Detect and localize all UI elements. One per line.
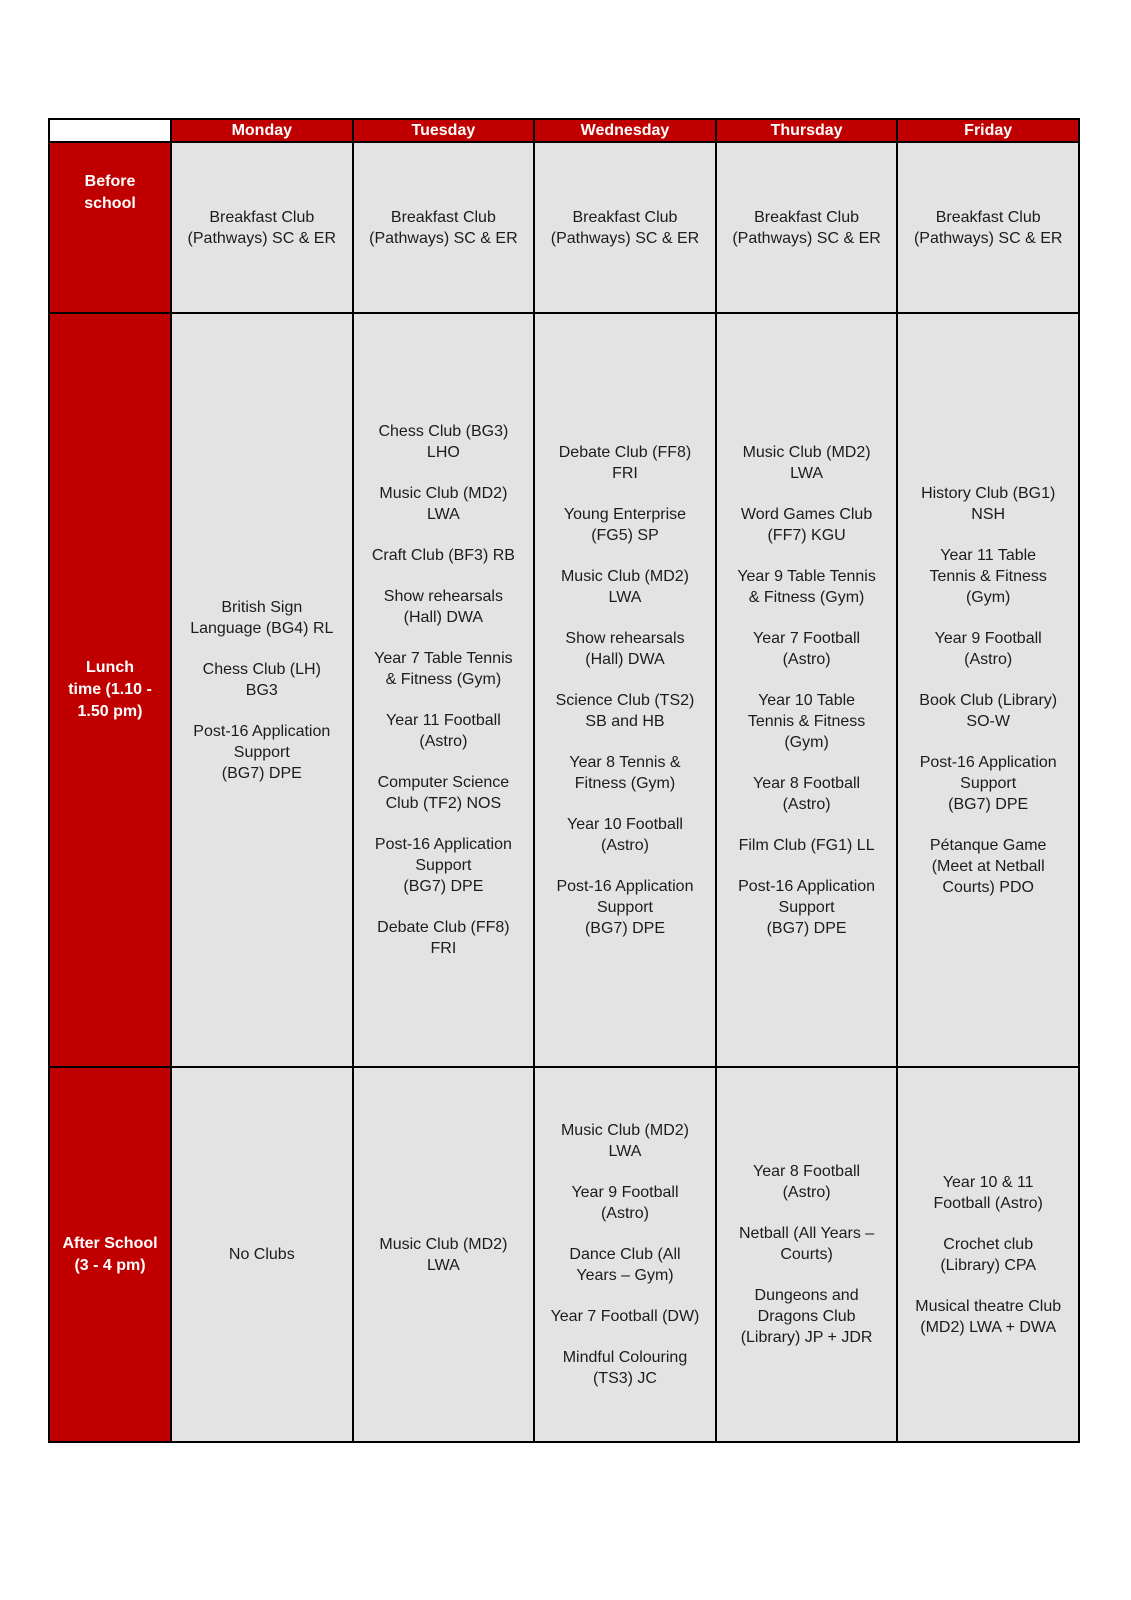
club-entry: Post-16 Application Support (BG7) DPE: [374, 836, 512, 895]
club-entry: Post-16 Application Support (BG7) DPE: [556, 877, 694, 937]
club-entry: Year 11 Table Tennis & Fitness (Gym): [929, 546, 1047, 606]
day-header-thursday: Thursday: [714, 118, 899, 143]
club-entry: Film Club (FG1) LL: [738, 836, 875, 854]
cell-content: Breakfast Club (Pathways) SC & ER: [535, 144, 715, 311]
club-entry: Word Games Club (FF7) KGU: [740, 505, 873, 544]
cell-lunch-wednesday: Debate Club (FF8) FRI Young Enterprise (F…: [533, 312, 717, 1068]
school-clubs-timetable: Monday Tuesday Wednesday Thursday Friday…: [48, 118, 1080, 1443]
club-entry: British Sign Language (BG4) RL: [190, 598, 334, 637]
club-entry: Post-16 Application Support (BG7) DPE: [919, 753, 1057, 813]
day-header-monday: Monday: [170, 118, 354, 143]
cell-content: Year 10 & 11 Football (Astro) Crochet clu…: [898, 1069, 1078, 1440]
row-label-before-school: Before school: [48, 141, 172, 314]
cell-content: British Sign Language (BG4) RL Chess Club…: [172, 315, 352, 1065]
club-entry: Netball (All Years – Courts): [738, 1225, 875, 1263]
cell-content: Debate Club (FF8) FRI Young Enterprise (F…: [535, 315, 715, 1065]
club-entry: Mindful Colouring (TS3) JC: [562, 1349, 688, 1387]
club-entry: Year 11 Football (Astro): [386, 712, 501, 750]
club-entry: Show rehearsals (Hall) DWA: [565, 629, 685, 668]
cell-before-monday: Breakfast Club (Pathways) SC & ER: [170, 141, 354, 314]
club-entry: Science Club (TS2) SB and HB: [555, 691, 695, 730]
cell-after-monday: No Clubs: [170, 1066, 354, 1443]
cell-after-wednesday: Music Club (MD2) LWA Year 9 Football (Ast…: [533, 1066, 717, 1443]
cell-before-friday: Breakfast Club (Pathways) SC & ER: [896, 141, 1080, 314]
cell-content: Music Club (MD2) LWA Year 9 Football (Ast…: [535, 1069, 715, 1440]
club-entry: Year 9 Football (Astro): [571, 1184, 679, 1222]
cell-content: Breakfast Club (Pathways) SC & ER: [898, 144, 1078, 311]
cell-content: History Club (BG1) NSH Year 11 Table Tenn…: [898, 315, 1078, 1065]
club-entry: Music Club (MD2) LWA: [560, 1122, 689, 1160]
club-entry: Crochet club (Library) CPA: [940, 1235, 1037, 1274]
club-entry: Music Club (MD2) LWA: [560, 567, 689, 606]
club-entry: Musical theatre Club (MD2) LWA + DWA: [915, 1297, 1062, 1336]
cell-content: Chess Club (BG3) LHO Music Club (MD2) LWA…: [354, 315, 534, 1065]
club-entry: Year 7 Football (DW): [550, 1308, 700, 1325]
day-header-wednesday: Wednesday: [533, 118, 717, 143]
club-entry: Craft Club (BF3) RB: [371, 547, 515, 564]
club-entry: Chess Club (LH) BG3: [202, 660, 321, 699]
club-entry: Debate Club (FF8) FRI: [558, 443, 692, 482]
club-entry: Chess Club (BG3) LHO: [378, 423, 509, 461]
cell-content: Breakfast Club (Pathways) SC & ER: [717, 144, 897, 311]
club-entry: Music Club (MD2) LWA: [379, 1235, 508, 1274]
club-entry: Year 9 Football (Astro): [934, 629, 1042, 668]
cell-content: Breakfast Club (Pathways) SC & ER: [172, 144, 352, 311]
club-entry: Dance Club (All Years – Gym): [569, 1246, 681, 1284]
club-entry: Music Club (MD2) LWA: [379, 485, 508, 523]
club-entry: Breakfast Club (Pathways) SC & ER: [369, 208, 518, 247]
club-entry: Year 7 Football (Astro): [753, 629, 861, 668]
cell-lunch-tuesday: Chess Club (BG3) LHO Music Club (MD2) LWA…: [351, 312, 536, 1068]
club-entry: Year 8 Football (Astro): [753, 774, 861, 813]
cell-after-tuesday: Music Club (MD2) LWA: [351, 1066, 536, 1443]
cell-before-thursday: Breakfast Club (Pathways) SC & ER: [714, 141, 899, 314]
club-entry: Pétanque Game (Meet at Netball Courts) P…: [929, 836, 1047, 896]
day-header-tuesday: Tuesday: [351, 118, 536, 143]
club-entry: Breakfast Club (Pathways) SC & ER: [913, 208, 1063, 247]
club-entry: Year 8 Tennis & Fitness (Gym): [569, 753, 681, 792]
cell-content: Breakfast Club (Pathways) SC & ER: [354, 144, 534, 311]
club-entry: History Club (BG1) NSH: [921, 484, 1056, 523]
club-entry: Debate Club (FF8) FRI: [377, 919, 510, 957]
row-before-school: Before school Breakfast Club (Pathways) …: [48, 141, 1080, 314]
row-lunch-time: Lunch time (1.10 - 1.50 pm) British Sign…: [48, 312, 1080, 1068]
cell-content: No Clubs: [172, 1069, 352, 1440]
club-entry: Year 7 Table Tennis & Fitness (Gym): [374, 650, 513, 688]
cell-after-thursday: Year 8 Football (Astro) Netball (All Year…: [714, 1066, 899, 1443]
cell-lunch-monday: British Sign Language (BG4) RL Chess Club…: [170, 312, 354, 1068]
club-entry: Computer Science Club (TF2) NOS: [377, 774, 510, 812]
row-label-lunch-time: Lunch time (1.10 - 1.50 pm): [48, 312, 172, 1068]
club-entry: Breakfast Club (Pathways) SC & ER: [550, 208, 700, 247]
cell-lunch-friday: History Club (BG1) NSH Year 11 Table Tenn…: [896, 312, 1080, 1068]
club-entry: Young Enterprise (FG5) SP: [563, 505, 687, 544]
club-entry: Breakfast Club (Pathways) SC & ER: [732, 208, 881, 247]
row-after-school: After School (3 - 4 pm) No Clubs Music C…: [48, 1066, 1080, 1443]
club-entry: Breakfast Club (Pathways) SC & ER: [187, 208, 337, 247]
cell-before-tuesday: Breakfast Club (Pathways) SC & ER: [351, 141, 536, 314]
row-label-after-school: After School (3 - 4 pm): [48, 1066, 172, 1443]
club-entry: Book Club (Library) SO-W: [919, 691, 1058, 730]
club-entry: Post-16 Application Support (BG7) DPE: [193, 722, 331, 782]
club-entry: No Clubs: [228, 1246, 295, 1263]
cell-content: Music Club (MD2) LWA: [354, 1069, 534, 1440]
club-entry: Year 9 Table Tennis & Fitness (Gym): [737, 567, 876, 606]
club-entry: Year 8 Football (Astro): [753, 1163, 861, 1201]
cell-before-wednesday: Breakfast Club (Pathways) SC & ER: [533, 141, 717, 314]
header-row: Monday Tuesday Wednesday Thursday Friday: [48, 118, 1080, 143]
cell-after-friday: Year 10 & 11 Football (Astro) Crochet clu…: [896, 1066, 1080, 1443]
cell-lunch-thursday: Music Club (MD2) LWA Word Games Club (FF7…: [714, 312, 899, 1068]
club-entry: Year 10 Table Tennis & Fitness (Gym): [747, 691, 866, 751]
club-entry: Year 10 & 11 Football (Astro): [933, 1173, 1043, 1212]
club-entry: Dungeons and Dragons Club (Library) JP +…: [740, 1287, 873, 1346]
club-entry: Music Club (MD2) LWA: [742, 443, 871, 482]
day-header-friday: Friday: [896, 118, 1080, 143]
cell-content: Music Club (MD2) LWA Word Games Club (FF7…: [717, 315, 897, 1065]
cell-content: Year 8 Football (Astro) Netball (All Year…: [717, 1069, 897, 1440]
corner-cell: [48, 118, 172, 143]
club-entry: Post-16 Application Support (BG7) DPE: [738, 877, 876, 937]
club-entry: Year 10 Football (Astro): [567, 815, 683, 854]
club-entry: Show rehearsals (Hall) DWA: [383, 588, 503, 626]
